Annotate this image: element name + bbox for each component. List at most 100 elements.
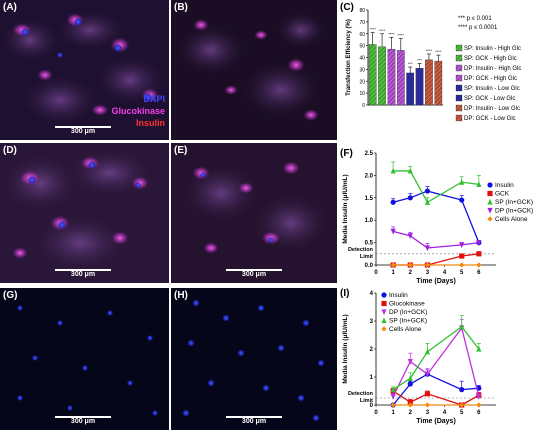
- x-tick-label: 0: [374, 410, 378, 416]
- scale-label-h: 300 μm: [241, 418, 267, 425]
- data-point: [476, 394, 482, 400]
- panel-label-b: (B): [174, 2, 188, 13]
- legend-swatch: [455, 44, 463, 52]
- y-tick-label: 1.0: [365, 218, 374, 224]
- legend-entry: Insulin: [495, 182, 514, 189]
- legend-entry: DP (In+GCK): [389, 309, 427, 316]
- data-point: [407, 399, 413, 405]
- scale-label-d: 300 μm: [70, 271, 96, 278]
- micrograph-e-image: [171, 143, 337, 283]
- legend-entry: SP: Insulin - Low Glc: [464, 86, 520, 92]
- significance-mark: ****: [435, 49, 442, 54]
- data-point: [390, 167, 396, 174]
- series-line: [393, 170, 479, 204]
- series-line: [392, 230, 479, 249]
- data-point: [407, 233, 413, 239]
- micrograph-h: (H) 300 μm: [171, 288, 337, 430]
- legend-entry: SP (In+GCK): [495, 199, 533, 206]
- data-point: [476, 240, 482, 246]
- bar: [387, 49, 396, 106]
- x-tick-label: 5: [460, 270, 464, 276]
- data-point: [407, 195, 413, 201]
- series-dp-in-gck-: [390, 319, 482, 400]
- legend-entry: DP: GCK - Low Glc: [464, 116, 516, 122]
- scale-bar-g: [55, 416, 111, 418]
- series-dp-in-gck-: [390, 226, 482, 252]
- y-tick-label: 1.5: [365, 196, 374, 202]
- significance-mark: ****: [398, 33, 405, 38]
- panel-label-e: (E): [174, 145, 188, 156]
- data-point: [459, 179, 465, 185]
- data-point: [390, 402, 396, 408]
- data-point: [381, 300, 387, 307]
- data-point: [459, 262, 465, 268]
- y-tick-label: 0.0: [365, 263, 374, 269]
- significance-mark: ****: [379, 28, 386, 33]
- x-tick-label: 6: [477, 270, 481, 276]
- scale-bar-d: [55, 269, 111, 271]
- channel-label-glucokinase: Glucokinase: [111, 106, 165, 116]
- micrograph-h-image: [171, 288, 337, 430]
- data-point: [407, 381, 413, 387]
- data-point: [459, 387, 465, 393]
- y-tick-label: 1: [370, 375, 374, 381]
- legend-entry: Cells Alone: [495, 216, 528, 223]
- micrograph-a: (A) DAPI Glucokinase Insulin 300 μm: [0, 0, 169, 140]
- panel-label-h: (H): [174, 290, 188, 301]
- data-point: [459, 253, 465, 259]
- data-point: [424, 199, 431, 205]
- y-tick-label: 2.0: [365, 173, 374, 179]
- y-tick-label: 50: [359, 44, 365, 50]
- series-cells-alone: [390, 402, 482, 408]
- significance-mark: ***: [408, 61, 413, 66]
- y-tick-label: 3: [370, 319, 374, 325]
- legend-entry: DP: GCK - High Glc: [464, 76, 517, 82]
- micrograph-e: (E) 300 μm: [171, 143, 337, 283]
- y-tick-label: 30: [359, 67, 365, 73]
- legend-swatch: [455, 94, 463, 102]
- panel-label-a: (A): [3, 2, 17, 13]
- bar: [396, 50, 405, 106]
- detection-limit-label-line2: Limit: [360, 254, 373, 260]
- y-tick-label: 70: [359, 20, 365, 26]
- legend-entry: Glucokinase: [389, 301, 425, 308]
- chart-i-media-insulin: 0 1 2 3 4 0 1 2 3 4 5 6 Time (Days) Media Insulin (μI…: [342, 291, 496, 425]
- y-tick-label: 10: [359, 91, 365, 97]
- y-tick-label: 4: [370, 291, 374, 297]
- y-tick-label: 80: [359, 8, 365, 14]
- legend-entry: DP (In+GCK): [495, 208, 533, 215]
- legend-entry: SP: GCK - High Glc: [464, 56, 517, 62]
- scale-bar-e: [226, 269, 282, 271]
- data-point: [424, 391, 431, 397]
- scale-bar-h: [226, 416, 282, 418]
- data-point: [424, 371, 431, 378]
- x-tick-label: 6: [477, 410, 481, 416]
- x-tick-label: 1: [391, 410, 395, 416]
- data-point: [390, 386, 396, 393]
- legend-entry: SP: GCK - Low Glc: [464, 96, 515, 102]
- data-point: [424, 348, 431, 355]
- y-tick-label: 2: [370, 347, 374, 353]
- x-tick-label: 5: [460, 410, 464, 416]
- legend-swatch: [455, 54, 463, 62]
- significance-mark: ****: [388, 31, 395, 36]
- series-line: [392, 373, 479, 406]
- significance-mark: ****: [370, 27, 377, 32]
- legend-entry: GCK: [495, 191, 510, 198]
- chart-f-media-insulin: 0.0 0.5 1.0 1.5 2.0 2.5 0 1 2 3 4 5 6 Time (Days) Medi…: [342, 151, 533, 285]
- y-tick-label: 2.5: [365, 151, 374, 157]
- data-point: [407, 359, 413, 365]
- series-line: [392, 325, 480, 391]
- series-line: [392, 326, 480, 397]
- y-tick-label: 40: [359, 56, 365, 62]
- data-point: [476, 402, 482, 408]
- y-tick-label: 0: [370, 403, 374, 409]
- data-point: [381, 292, 387, 298]
- panel-label-c: (C): [340, 2, 354, 13]
- legend-entry: DP: Insulin - High Glc: [464, 66, 521, 72]
- legend-entry: Insulin: [389, 292, 408, 299]
- data-point: [487, 182, 493, 188]
- data-point: [390, 228, 396, 235]
- legend-swatch: [455, 84, 463, 92]
- legend-swatch: [455, 64, 463, 72]
